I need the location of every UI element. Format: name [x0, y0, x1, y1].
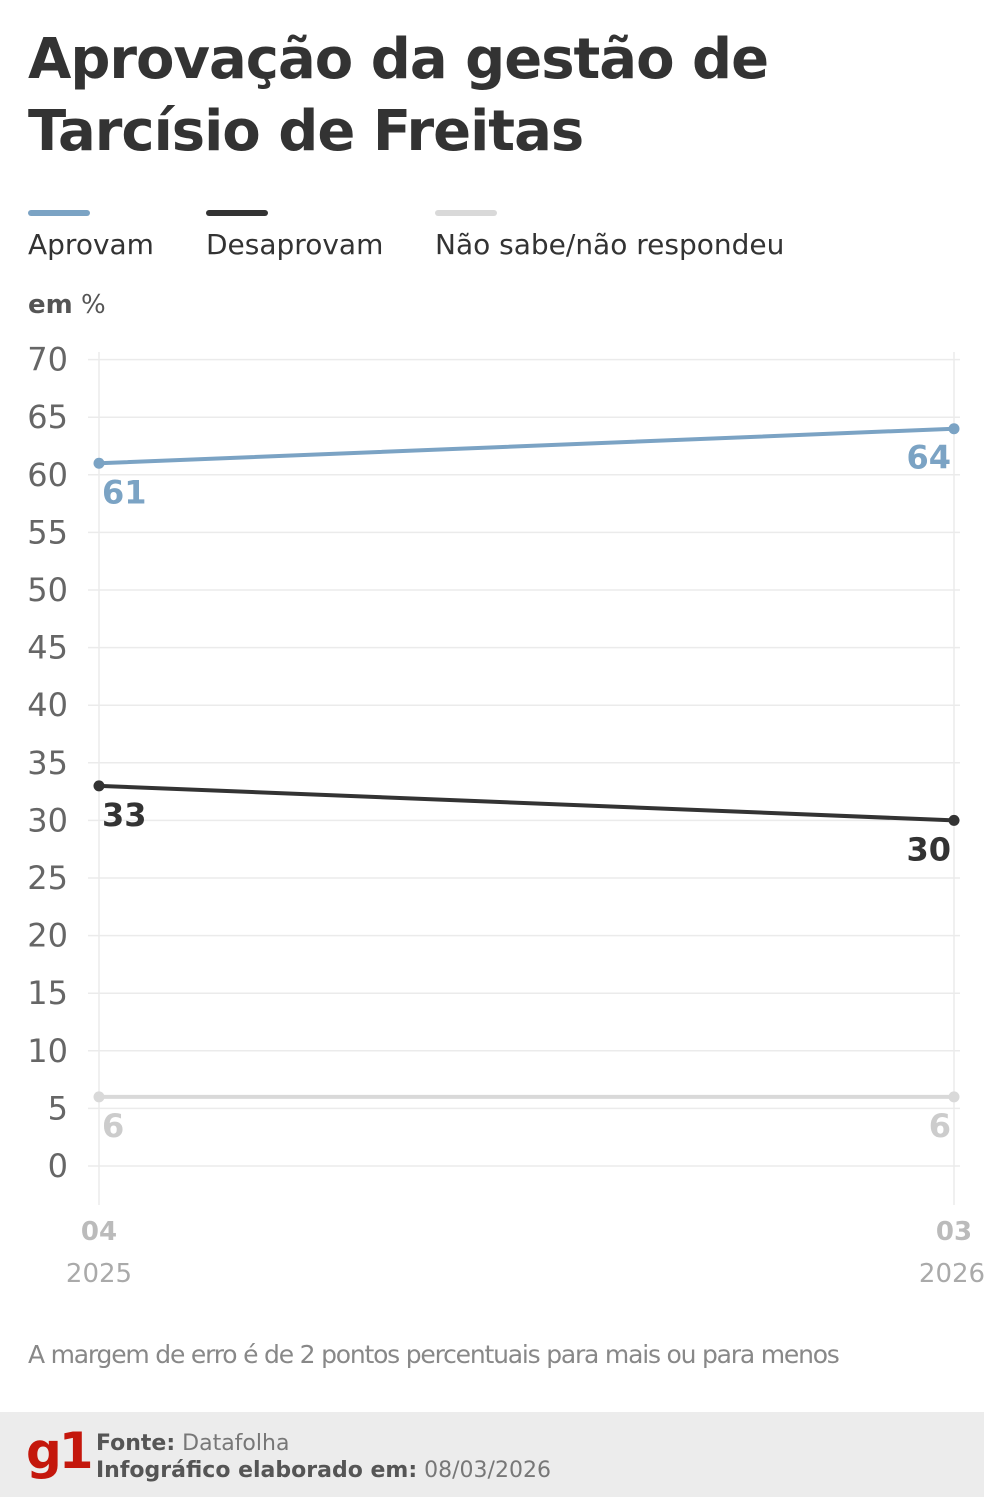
footer: g1 Fonte: Datafolha Infográfico elaborad…	[0, 1412, 984, 1497]
y-tick-label-45: 45	[27, 629, 68, 667]
x-tick-year-0: 2025	[66, 1259, 132, 1289]
point-aprovam-1	[948, 423, 960, 435]
data-label-desaprovam-0: 33	[102, 796, 147, 834]
legend-swatch-aprovam	[28, 210, 90, 216]
y-tick-label-70: 70	[27, 341, 68, 379]
y-tick-label-40: 40	[27, 686, 68, 724]
legend-item-nao-sabe: Não sabe/não respondeu	[435, 210, 784, 261]
g1-logo: g1	[26, 1422, 94, 1480]
series-line-desaprovam	[97, 783, 956, 823]
y-tick-label-30: 30	[27, 801, 68, 839]
unit-symbol: %	[81, 290, 106, 320]
legend-swatch-nao-sabe	[435, 210, 497, 216]
data-label-nao-sabe-nao-respondeu-1: 6	[929, 1107, 951, 1145]
margin-of-error-note: A margem de erro é de 2 pontos percentua…	[28, 1340, 840, 1369]
y-tick-label-55: 55	[27, 513, 68, 551]
made-label: Infográfico elaborado em:	[96, 1458, 418, 1483]
chart-title: Aprovação da gestão de Tarcísio de Freit…	[28, 27, 769, 164]
data-label-desaprovam-1: 30	[906, 830, 951, 868]
legend-label-desaprovam: Desaprovam	[206, 228, 384, 261]
data-label-aprovam-0: 61	[102, 473, 147, 511]
x-tick-month-1: 03	[936, 1217, 972, 1247]
y-tick-label-35: 35	[27, 744, 68, 782]
legend-item-aprovam: Aprovam	[28, 210, 154, 261]
made-line: Infográfico elaborado em: 08/03/2026	[96, 1457, 551, 1484]
point-nao-sabe-nao-respondeu-1	[948, 1091, 960, 1103]
source-label: Fonte:	[96, 1431, 176, 1456]
legend-item-desaprovam: Desaprovam	[206, 210, 383, 261]
point-aprovam-0	[93, 457, 105, 469]
y-tick-label-15: 15	[27, 974, 68, 1012]
legend-swatch-desaprovam	[206, 210, 268, 216]
data-label-nao-sabe-nao-respondeu-0: 6	[102, 1107, 124, 1145]
point-nao-sabe-nao-respondeu-0	[93, 1091, 105, 1103]
source-line: Fonte: Datafolha	[96, 1430, 551, 1457]
made-value: 08/03/2026	[424, 1458, 551, 1483]
y-tick-label-50: 50	[27, 571, 68, 609]
y-tick-label-0: 0	[48, 1147, 68, 1185]
y-tick-label-60: 60	[27, 456, 68, 494]
x-tick-month-0: 04	[81, 1217, 117, 1247]
y-tick-label-10: 10	[27, 1032, 68, 1070]
legend: Aprovam Desaprovam Não sabe/não responde…	[0, 210, 984, 270]
y-tick-label-65: 65	[27, 398, 68, 436]
x-tick-year-1: 2026	[919, 1259, 984, 1289]
series-line-aprovam	[97, 426, 956, 466]
legend-label-aprovam: Aprovam	[28, 228, 154, 261]
line-chart: 0510152025303540455055606570042025032026…	[27, 341, 984, 1289]
point-desaprovam-0	[93, 780, 105, 792]
source-value: Datafolha	[182, 1431, 290, 1456]
y-tick-label-25: 25	[27, 859, 68, 897]
y-tick-label-5: 5	[48, 1089, 68, 1127]
data-label-aprovam-1: 64	[906, 439, 951, 477]
y-tick-label-20: 20	[27, 917, 68, 955]
footer-text: Fonte: Datafolha Infográfico elaborado e…	[96, 1430, 551, 1484]
point-desaprovam-1	[948, 814, 960, 826]
unit-prefix: em	[28, 290, 73, 320]
unit-label: em %	[28, 290, 106, 320]
legend-label-nao-sabe: Não sabe/não respondeu	[435, 228, 785, 261]
